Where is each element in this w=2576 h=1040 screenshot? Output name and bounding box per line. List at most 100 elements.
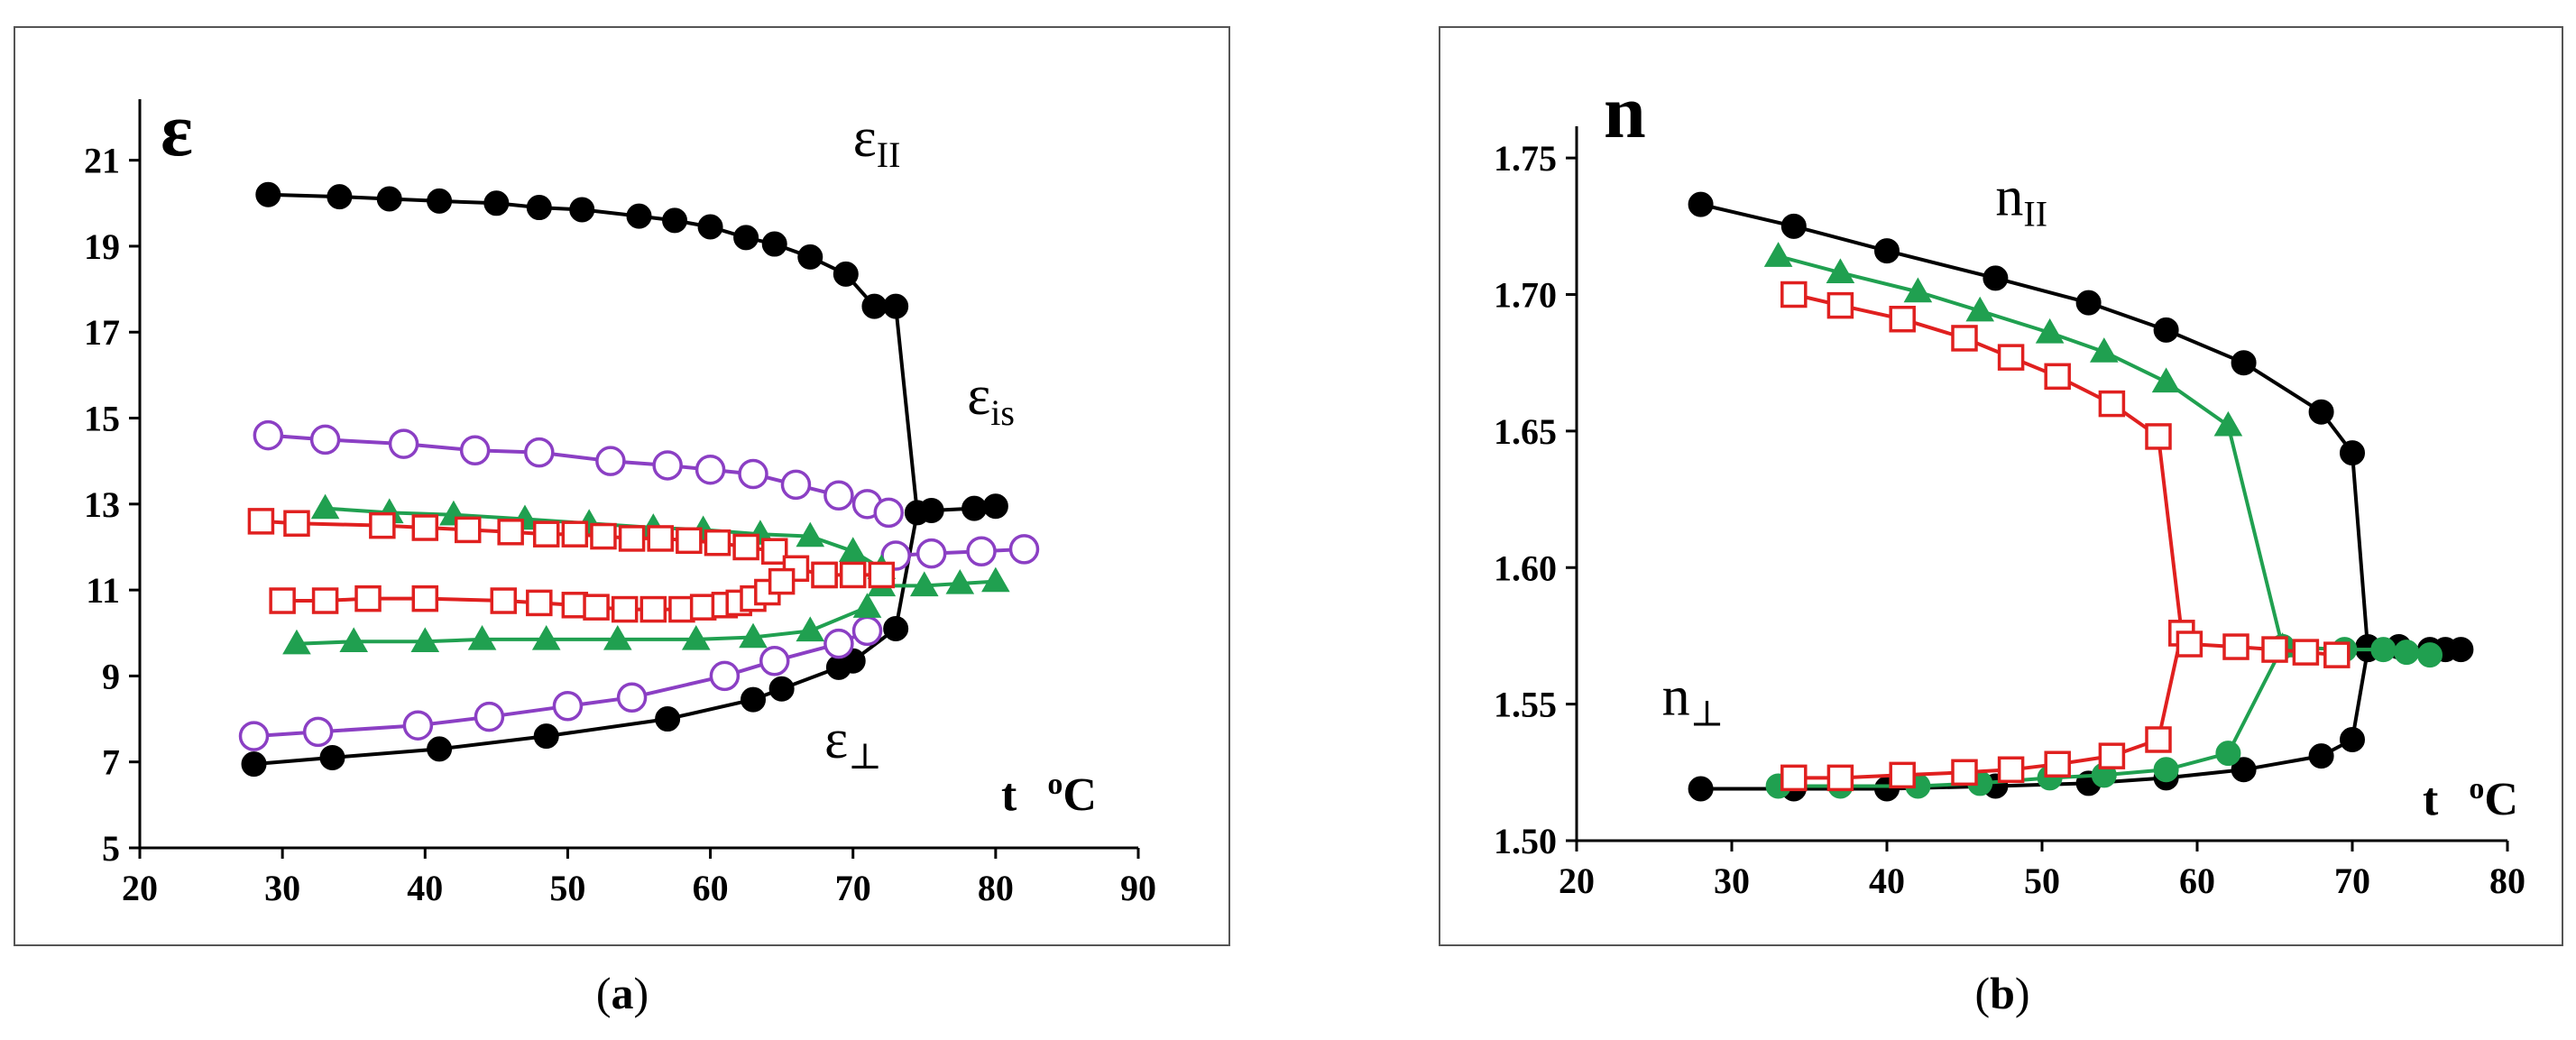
data-point <box>611 595 639 623</box>
data-point <box>2151 367 2181 393</box>
curve-label-symbol: n <box>1662 667 1690 728</box>
data-point <box>768 676 795 702</box>
data-point <box>302 716 334 748</box>
data-point <box>823 480 854 511</box>
data-point <box>2222 633 2249 660</box>
data-point <box>311 587 339 614</box>
data-point <box>483 190 510 216</box>
data-point <box>552 691 584 722</box>
data-point <box>283 510 310 538</box>
curve-label-subscript: ⊥ <box>848 736 882 777</box>
data-point <box>1008 534 1040 565</box>
data-point <box>327 184 353 210</box>
panel-b-xlabel-var: t <box>2423 774 2439 825</box>
curve-label-symbol: n <box>1995 167 2023 228</box>
data-point <box>282 629 311 655</box>
data-point <box>2098 742 2126 769</box>
data-point <box>681 624 711 650</box>
x-tick-label: 20 <box>122 868 158 908</box>
series-line <box>253 629 869 739</box>
data-point <box>241 751 267 778</box>
panel-a-caption-letter: a <box>612 968 634 1018</box>
data-point <box>761 231 787 257</box>
y-tick-label: 9 <box>102 656 120 696</box>
data-point <box>2213 410 2243 437</box>
curve-label-subscript: is <box>990 392 1015 433</box>
x-tick-label: 60 <box>693 868 729 908</box>
data-point <box>945 569 975 594</box>
x-tick-label: 90 <box>1120 868 1156 908</box>
panel-b: 20 30 40 50 60 70 80 1.50 1.55 1.60 1.65 1.70 1.75 n… <box>1439 26 2563 1018</box>
data-point <box>238 721 270 751</box>
data-point <box>2340 726 2365 752</box>
data-point <box>603 624 632 650</box>
data-point <box>1903 277 1933 303</box>
data-point <box>427 188 453 214</box>
panel-a-xlabel-var: t <box>1001 769 1017 821</box>
y-tick-label: 1.60 <box>1494 548 1557 588</box>
data-point <box>369 511 396 539</box>
y-tick-label: 1.50 <box>1494 821 1557 861</box>
data-point <box>402 710 434 741</box>
y-tick-label: 5 <box>102 828 120 869</box>
panel-b-axes: 20 30 40 50 60 70 80 1.50 1.55 1.60 1.65 1.70 1.75 <box>1494 126 2525 901</box>
data-point <box>2176 630 2203 658</box>
curve-label-symbol: ε <box>967 365 990 427</box>
series-line <box>881 579 997 588</box>
data-point <box>427 736 453 762</box>
data-point <box>2044 363 2071 391</box>
data-point <box>2417 642 2443 668</box>
data-point <box>2231 350 2257 376</box>
data-point <box>454 516 482 544</box>
data-point <box>1951 325 1978 352</box>
data-point <box>376 186 402 212</box>
curve-label-subscript: II <box>877 134 901 175</box>
data-point <box>1826 258 1855 284</box>
data-point <box>467 624 497 650</box>
data-point <box>616 682 648 713</box>
panel-a-frame <box>14 26 1230 946</box>
data-point <box>497 519 524 546</box>
data-point <box>590 522 617 550</box>
data-point <box>868 561 896 589</box>
panel-b-xlabel: t oC <box>2423 772 2518 826</box>
data-point <box>823 628 854 659</box>
panel-b-series <box>1688 191 2474 802</box>
y-tick-label: 17 <box>84 312 120 353</box>
data-point <box>833 261 859 287</box>
data-point <box>676 527 703 555</box>
curve-label-subscript: II <box>2023 194 2047 235</box>
y-tick-label: 15 <box>84 399 120 439</box>
data-point <box>1780 213 1807 239</box>
series-line <box>268 192 897 308</box>
data-point <box>861 293 888 319</box>
y-tick-label: 13 <box>84 484 120 525</box>
series-line <box>896 547 1025 557</box>
data-point <box>2394 640 2420 666</box>
data-point <box>639 595 667 623</box>
data-point <box>247 508 275 535</box>
curve-label-n-perp: n⊥ <box>1662 667 1725 734</box>
data-point <box>1688 776 1714 802</box>
x-tick-label: 50 <box>549 868 585 908</box>
data-point <box>2340 440 2365 466</box>
x-tick-label: 60 <box>2179 861 2215 901</box>
x-tick-label: 80 <box>978 868 1014 908</box>
data-point <box>981 566 1010 593</box>
data-point <box>852 593 882 618</box>
data-point <box>851 615 883 647</box>
data-point <box>524 437 555 468</box>
data-point <box>909 571 939 597</box>
data-point <box>1997 756 2025 784</box>
data-point <box>1763 242 1793 267</box>
panel-b-caption: (b) <box>1974 968 2029 1018</box>
data-point <box>2089 337 2119 363</box>
data-point <box>411 514 439 541</box>
data-point <box>739 622 768 649</box>
y-tick-label: 1.70 <box>1494 275 1557 316</box>
data-point <box>2292 639 2320 666</box>
